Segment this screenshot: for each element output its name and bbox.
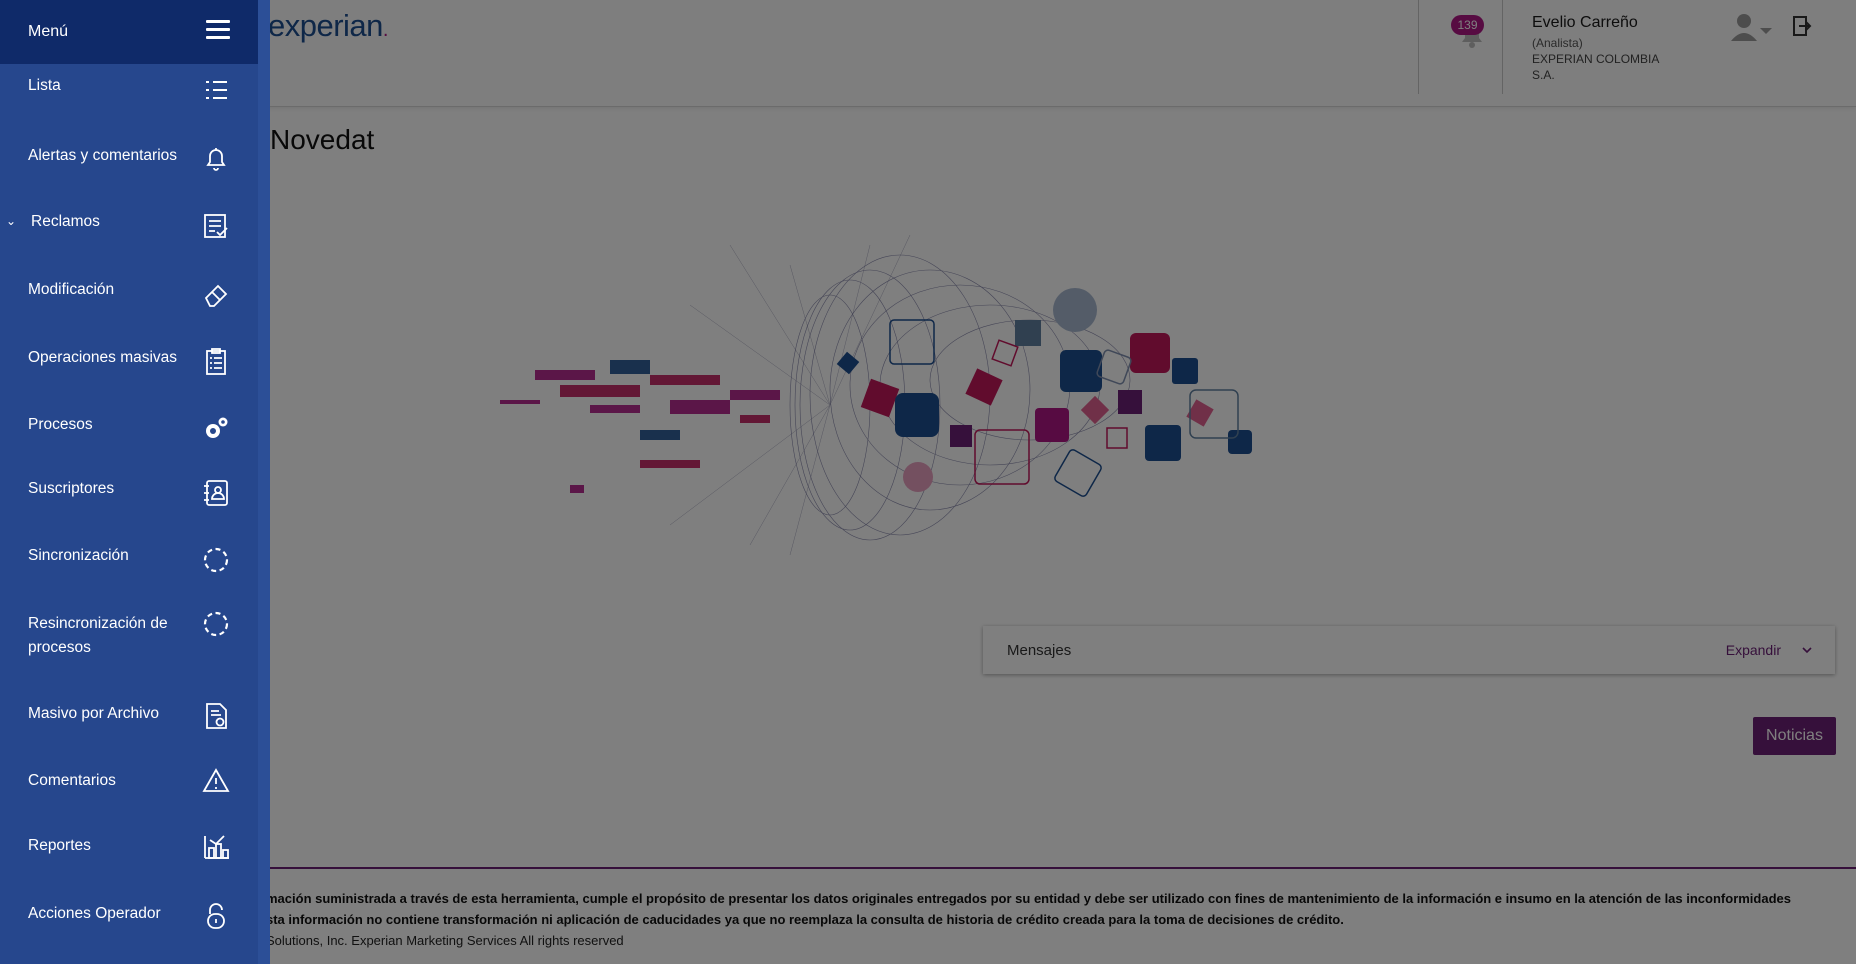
- sidebar-item-alertas[interactable]: Alertas y comentarios: [0, 140, 258, 180]
- sidebar-item-resincronizacion[interactable]: Resincronización de procesos: [0, 608, 258, 668]
- sidebar-menu: Menú Lista Alertas y comentarios ⌄ Recla…: [0, 0, 270, 964]
- sidebar-item-label: Procesos: [28, 416, 93, 433]
- sidebar-item-label: Acciones Operador: [28, 905, 161, 922]
- sidebar-item-label: Sincronización: [28, 547, 129, 564]
- padlock-icon: [200, 900, 232, 932]
- sidebar-item-reportes[interactable]: Reportes: [0, 830, 258, 870]
- sidebar-item-sincronizacion[interactable]: Sincronización: [0, 540, 258, 580]
- resync-dashed-circle-icon: [200, 608, 232, 640]
- sidebar-item-label: Operaciones masivas: [28, 349, 178, 366]
- sidebar-item-label: Lista: [28, 77, 61, 94]
- file-gear-icon: [200, 700, 232, 732]
- sidebar-item-comentarios[interactable]: Comentarios: [0, 765, 258, 805]
- checklist-icon: [200, 210, 232, 242]
- sidebar-item-label: Alertas y comentarios: [28, 147, 178, 164]
- bell-icon: [200, 142, 232, 174]
- sidebar-item-acciones-operador[interactable]: Acciones Operador: [0, 898, 258, 938]
- sidebar-item-reclamos[interactable]: ⌄ Reclamos: [0, 206, 258, 246]
- sidebar-header: Menú: [0, 0, 258, 64]
- report-chart-icon: [200, 830, 232, 862]
- hamburger-menu-icon[interactable]: [206, 20, 230, 40]
- sidebar-item-modificacion[interactable]: Modificación: [0, 274, 258, 314]
- sidebar-item-label: Resincronización de procesos: [28, 615, 168, 656]
- sidebar-item-label: Reportes: [28, 837, 91, 854]
- sidebar-item-label: Masivo por Archivo: [28, 705, 159, 722]
- chevron-down-icon[interactable]: ⌄: [6, 214, 17, 228]
- sidebar-item-operaciones-masivas[interactable]: Operaciones masivas: [0, 342, 258, 382]
- clipboard-list-icon: [200, 346, 232, 378]
- sidebar-scrollbar[interactable]: [258, 0, 270, 964]
- list-icon: [200, 74, 232, 106]
- sidebar-item-procesos[interactable]: Procesos: [0, 409, 258, 449]
- sidebar-item-lista[interactable]: Lista: [0, 70, 258, 110]
- eraser-icon: [200, 278, 232, 310]
- sidebar-item-label: Modificación: [28, 281, 115, 298]
- sidebar-item-label: Comentarios: [28, 772, 116, 789]
- sidebar-item-suscriptores[interactable]: Suscriptores: [0, 473, 258, 513]
- sync-dashed-circle-icon: [200, 544, 232, 576]
- sidebar-item-label: Reclamos: [31, 213, 100, 230]
- sidebar-item-label: Suscriptores: [28, 480, 115, 497]
- gears-icon: [200, 413, 232, 445]
- sidebar-title: Menú: [28, 23, 69, 40]
- address-book-icon: [200, 477, 232, 509]
- sidebar-item-masivo-por-archivo[interactable]: Masivo por Archivo: [0, 698, 258, 738]
- warning-icon: [200, 765, 232, 797]
